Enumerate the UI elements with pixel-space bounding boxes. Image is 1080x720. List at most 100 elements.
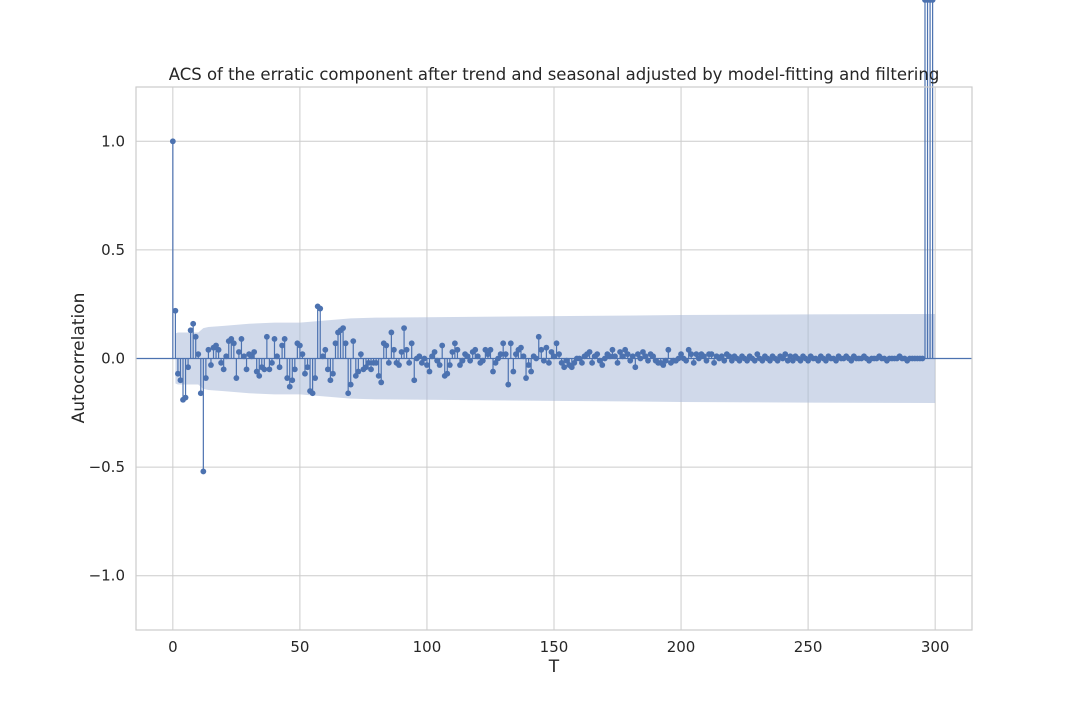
x-tick-labels: 0 50 100 150 200 250 300 xyxy=(168,638,949,656)
stem-marker xyxy=(434,357,441,364)
stem-marker xyxy=(421,355,428,362)
y-tick-label: 0.5 xyxy=(101,241,125,259)
stem-marker xyxy=(556,351,562,358)
stem-marker xyxy=(774,357,781,364)
stem-marker xyxy=(177,377,184,384)
x-tick-label: 250 xyxy=(794,638,823,656)
stem-marker xyxy=(347,381,354,388)
stem-marker xyxy=(693,351,700,358)
stem-marker xyxy=(718,353,725,360)
stem-marker xyxy=(767,357,773,364)
stem-marker xyxy=(528,368,535,375)
stem-marker xyxy=(490,368,496,375)
markers xyxy=(169,0,936,475)
stem-marker xyxy=(571,359,578,366)
stem-marker xyxy=(614,359,621,366)
axes-frame xyxy=(135,86,973,631)
stem-marker xyxy=(492,359,499,366)
stem-marker xyxy=(599,362,606,368)
stem-marker xyxy=(424,362,430,368)
stem-marker xyxy=(289,377,296,384)
stem-marker xyxy=(185,364,191,371)
stem-marker xyxy=(215,346,222,353)
stem-marker xyxy=(543,344,550,351)
stem-marker xyxy=(703,357,710,364)
stem-marker xyxy=(607,353,613,360)
stem-marker xyxy=(833,357,839,364)
plot-area xyxy=(135,0,973,631)
stem-marker xyxy=(553,340,560,347)
stem-marker xyxy=(228,336,235,342)
stem-marker xyxy=(695,355,702,362)
stem-marker xyxy=(789,357,796,364)
stem-marker xyxy=(411,377,418,384)
stem-marker xyxy=(218,359,225,366)
stem-marker xyxy=(398,349,405,355)
stem-marker xyxy=(195,351,202,358)
stem-marker xyxy=(507,340,514,347)
stem-marker xyxy=(601,355,608,362)
stem-marker xyxy=(205,346,212,353)
stem-marker xyxy=(637,355,644,362)
stem-marker xyxy=(238,336,245,342)
stem-marker xyxy=(436,362,443,368)
stem-marker xyxy=(391,346,397,353)
stem-marker xyxy=(782,351,789,358)
stem-marker xyxy=(650,353,657,360)
stem-marker xyxy=(678,351,684,358)
stem-marker xyxy=(538,346,545,353)
stem-marker xyxy=(479,357,486,364)
stem-marker xyxy=(357,351,364,358)
stem-marker xyxy=(688,351,695,358)
x-tick-label: 50 xyxy=(290,638,309,656)
stem-marker xyxy=(197,390,204,397)
stem-marker xyxy=(685,346,692,353)
stem-marker xyxy=(454,346,461,353)
stem-marker xyxy=(586,349,593,355)
stem-marker xyxy=(322,346,329,353)
chart-title: ACS of the erratic component after trend… xyxy=(169,65,940,84)
x-tick-label: 150 xyxy=(540,638,569,656)
stem-marker xyxy=(426,368,433,375)
stem-marker xyxy=(403,346,410,353)
stem-marker xyxy=(533,355,540,362)
stem-marker xyxy=(929,0,936,3)
stem-marker xyxy=(373,359,380,366)
stem-marker xyxy=(640,349,646,355)
stem-marker xyxy=(256,372,263,379)
stem-marker xyxy=(274,353,280,360)
stem-marker xyxy=(662,357,669,364)
stem-marker xyxy=(299,351,306,358)
stem-marker xyxy=(540,357,547,364)
stem-marker xyxy=(220,366,227,373)
stem-marker xyxy=(464,353,471,360)
stem-marker xyxy=(286,383,293,390)
stem-marker xyxy=(279,342,286,349)
stem-marker xyxy=(594,351,601,358)
stem-marker xyxy=(363,364,369,371)
stem-marker xyxy=(312,375,319,381)
stem-marker xyxy=(459,357,466,364)
stem-marker xyxy=(589,359,596,366)
stem-marker xyxy=(365,359,372,366)
stem-marker xyxy=(558,359,565,366)
stem-marker xyxy=(518,344,524,351)
stem-marker xyxy=(721,357,728,364)
stem-marker xyxy=(546,359,552,366)
stem-marker xyxy=(296,342,303,349)
stem-marker xyxy=(449,349,456,355)
stem-marker xyxy=(485,351,491,358)
stem-marker xyxy=(701,353,707,360)
stem-marker xyxy=(736,357,743,364)
stem-marker xyxy=(368,366,374,373)
stem-marker xyxy=(236,349,242,355)
stem-marker xyxy=(751,357,758,364)
stem-marker xyxy=(568,364,575,371)
stem-marker xyxy=(230,340,237,347)
stem-marker xyxy=(510,368,517,375)
stem-marker xyxy=(708,351,715,358)
stem-marker xyxy=(269,359,275,366)
stem-marker xyxy=(482,346,489,353)
stem-marker xyxy=(822,357,829,364)
